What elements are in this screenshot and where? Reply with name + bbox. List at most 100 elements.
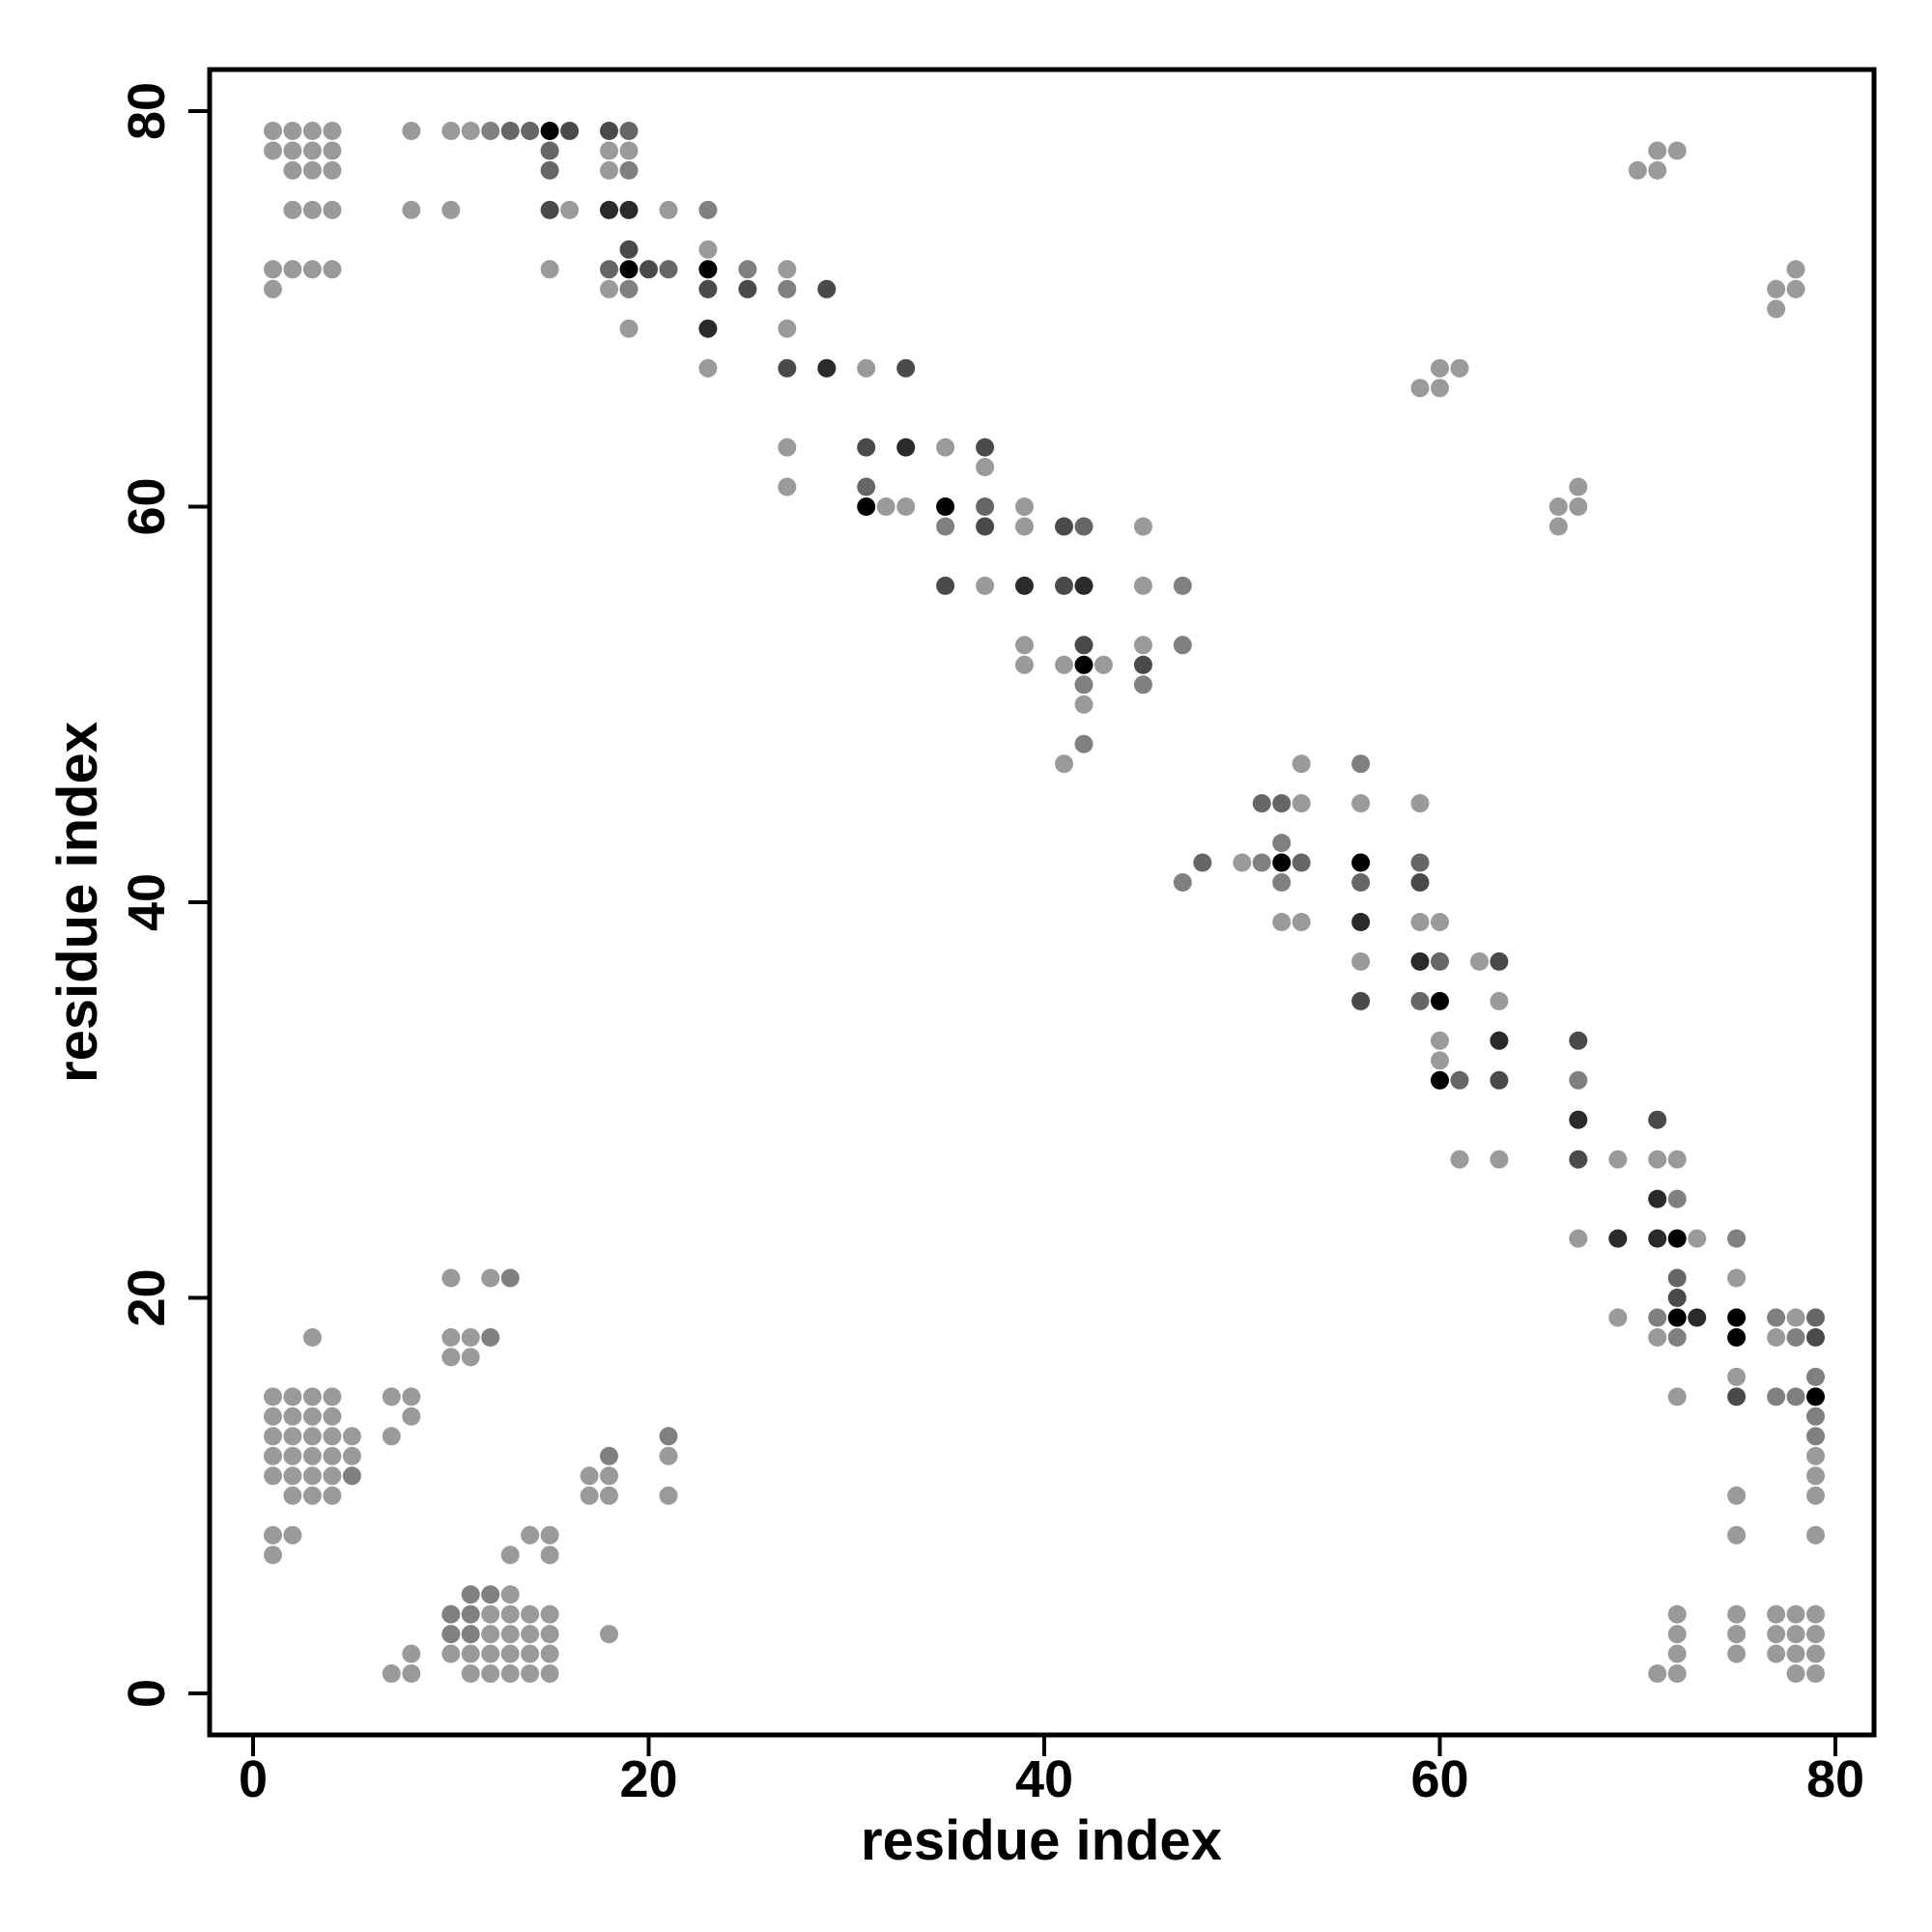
x-tick-label: 60 [1410, 1750, 1468, 1808]
data-point [323, 160, 342, 180]
data-point [521, 1664, 540, 1683]
data-point [1608, 1150, 1628, 1169]
data-point [402, 1644, 421, 1663]
data-point [1628, 160, 1647, 180]
data-point [1667, 141, 1687, 160]
data-point [521, 122, 540, 140]
data-point [1548, 497, 1568, 516]
data-point [1806, 1427, 1825, 1446]
data-point [1431, 913, 1449, 931]
data-point [382, 1664, 401, 1683]
data-point [1667, 1289, 1687, 1307]
data-point [302, 1486, 322, 1505]
data-point [1450, 1070, 1469, 1090]
data-point [659, 1446, 678, 1465]
data-point [1767, 1605, 1786, 1624]
data-point [342, 1466, 361, 1486]
data-point [521, 1605, 540, 1624]
data-point [481, 1268, 500, 1288]
data-point [481, 1644, 500, 1663]
data-point [264, 1406, 282, 1426]
x-tick-label: 0 [239, 1750, 268, 1808]
data-point [1410, 853, 1430, 872]
data-point [283, 1466, 302, 1486]
data-point [521, 1644, 540, 1663]
data-point [1074, 636, 1094, 655]
data-point [323, 1446, 342, 1465]
y-axis-title: residue index [46, 722, 109, 1083]
data-point [1569, 1031, 1588, 1050]
data-point [283, 200, 302, 219]
data-point [896, 497, 916, 516]
data-point [1648, 1664, 1667, 1683]
data-point [540, 1625, 559, 1644]
data-point [1688, 1229, 1707, 1248]
data-point [1094, 655, 1113, 674]
data-point [1490, 1150, 1509, 1169]
data-point [1292, 754, 1311, 774]
data-point [1648, 1229, 1667, 1248]
data-point [1431, 1070, 1449, 1090]
x-axis-title: residue index [861, 1809, 1222, 1872]
data-point [1193, 853, 1212, 872]
data-point [500, 1605, 520, 1624]
data-point [580, 1466, 599, 1486]
data-point [936, 497, 955, 516]
data-point [283, 1406, 302, 1426]
data-point [283, 1427, 302, 1446]
data-point [283, 260, 302, 279]
data-point [1074, 517, 1094, 536]
data-point [441, 1625, 461, 1644]
data-point [521, 1625, 540, 1644]
data-point [1252, 853, 1271, 872]
y-axis: 0 20 40 60 80 [118, 82, 210, 1708]
data-point [1648, 160, 1667, 180]
data-point [402, 122, 421, 140]
data-point [323, 200, 342, 219]
data-point [1015, 497, 1034, 516]
data-point [323, 1466, 342, 1486]
data-point [1133, 576, 1152, 595]
data-point [382, 1387, 401, 1406]
data-point [481, 1328, 500, 1347]
data-point [1806, 1486, 1825, 1505]
y-tick-label: 20 [118, 1268, 176, 1326]
data-point [1569, 1150, 1588, 1169]
data-point [976, 517, 995, 536]
data-point [600, 260, 618, 279]
data-point [302, 200, 322, 219]
data-point [600, 200, 618, 219]
data-point [619, 122, 639, 140]
data-point [1351, 873, 1371, 892]
data-point [857, 358, 876, 378]
data-point [323, 141, 342, 160]
data-point [441, 200, 461, 219]
data-point [1648, 1110, 1667, 1129]
data-point [1074, 655, 1094, 674]
data-point [976, 576, 995, 595]
data-point [1667, 1229, 1687, 1248]
data-point [698, 240, 718, 259]
data-point [1786, 1664, 1805, 1683]
data-point [1806, 1328, 1825, 1347]
data-point [1727, 1308, 1747, 1327]
data-point [540, 1664, 559, 1683]
data-point [441, 1268, 461, 1288]
data-point [323, 1406, 342, 1426]
data-point [1569, 477, 1588, 497]
data-point [817, 358, 837, 378]
data-point [1410, 991, 1430, 1010]
data-point [500, 1644, 520, 1663]
data-point [1252, 794, 1271, 813]
data-point [857, 477, 876, 497]
data-point [1351, 991, 1371, 1010]
data-point [976, 458, 995, 476]
data-point [1727, 1387, 1747, 1406]
data-point [1272, 853, 1292, 872]
data-point [461, 1625, 480, 1644]
data-point [264, 1387, 282, 1406]
y-tick-label: 60 [118, 477, 176, 535]
data-point [1490, 991, 1509, 1010]
data-point [698, 319, 718, 338]
data-point [323, 122, 342, 140]
